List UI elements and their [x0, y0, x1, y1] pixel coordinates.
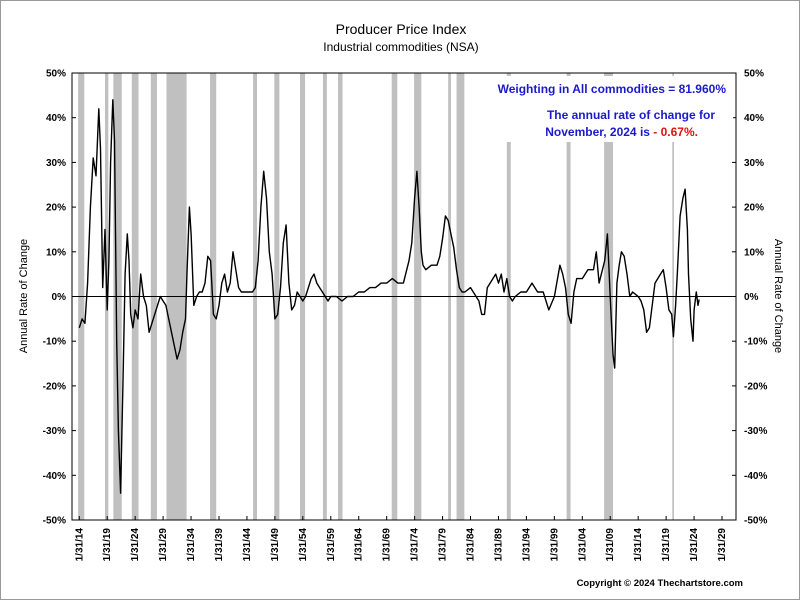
rate-annotation-value: - 0.67%.	[653, 125, 698, 139]
series-line	[78, 99, 700, 494]
y-tick-label-right: 30%	[744, 158, 764, 169]
x-tick-label: 1/31/04	[577, 528, 588, 562]
x-tick-label: 1/31/44	[242, 528, 253, 562]
x-tick-label: 1/31/94	[521, 528, 532, 562]
y-tick-label-right: 40%	[744, 113, 764, 124]
y-tick-label-left: 10%	[46, 247, 66, 258]
y-tick-label-left: -30%	[43, 426, 66, 437]
annotation-background	[469, 76, 733, 142]
x-tick-label: 1/31/99	[549, 528, 560, 562]
annotation-box: Weighting in All commodities = 81.960% T…	[469, 76, 733, 142]
rate-annotation-prefix: November, 2024 is	[545, 125, 653, 139]
x-tick-label: 1/31/24	[689, 528, 700, 562]
x-tick-label: 1/31/24	[130, 528, 141, 562]
x-tick-label: 1/31/64	[354, 528, 365, 562]
rate-annotation-line1: The annual rate of change for	[547, 108, 715, 122]
y-tick-label-right: 20%	[744, 203, 764, 214]
x-tick-label: 1/31/34	[186, 528, 197, 562]
x-axis-ticks: 1/31/14 1/31/19 1/31/24 1/31/29 1/31/34 1/31/…	[74, 516, 728, 561]
x-tick-label: 1/31/54	[298, 528, 309, 562]
x-tick-label: 1/31/74	[410, 528, 421, 562]
y-tick-label-left: -40%	[43, 471, 66, 482]
y-axis-label-left: Annual Rate of Change	[18, 239, 30, 353]
y-tick-label-left: 20%	[46, 203, 66, 214]
y-tick-label-right: -50%	[744, 516, 767, 527]
x-tick-label: 1/31/19	[661, 528, 672, 562]
x-tick-label: 1/31/59	[326, 528, 337, 562]
y-tick-label-left: -20%	[43, 381, 66, 392]
y-tick-label-right: -40%	[744, 471, 767, 482]
y-tick-label-right: -20%	[744, 381, 767, 392]
x-tick-label: 1/31/29	[717, 528, 728, 562]
y-tick-label-right: -10%	[744, 337, 767, 348]
y-tick-label-left: -50%	[43, 516, 66, 527]
y-tick-label-right: 10%	[744, 247, 764, 258]
y-tick-label-left: 30%	[46, 158, 66, 169]
x-tick-label: 1/31/09	[605, 528, 616, 562]
x-tick-label: 1/31/14	[633, 528, 644, 562]
x-tick-label: 1/31/79	[438, 528, 449, 562]
x-tick-label: 1/31/14	[74, 528, 85, 562]
x-tick-label: 1/31/84	[466, 528, 477, 562]
y-tick-label-left: 0%	[52, 292, 67, 303]
rate-annotation-line2: November, 2024 is - 0.67%.	[545, 125, 698, 139]
y-axis-ticks: -50% -50% -40% -40% -30% -30% -20% -20% -10% -10%…	[43, 69, 768, 527]
x-tick-label: 1/31/19	[102, 528, 113, 562]
y-axis-label-right: Annual Rate of Change	[772, 239, 784, 353]
y-tick-label-right: -30%	[744, 426, 767, 437]
y-tick-label-left: 50%	[46, 69, 66, 80]
x-tick-label: 1/31/29	[158, 528, 169, 562]
x-tick-label: 1/31/89	[493, 528, 504, 562]
chart-subtitle: Industrial commodities (NSA)	[323, 40, 479, 54]
chart-title: Producer Price Index	[335, 21, 467, 37]
x-tick-label: 1/31/49	[270, 528, 281, 562]
y-tick-label-left: 40%	[46, 113, 66, 124]
copyright-notice: Copyright © 2024 Thechartstore.com	[576, 578, 743, 589]
x-tick-label: 1/31/39	[214, 528, 225, 562]
y-tick-label-right: 50%	[744, 69, 764, 80]
y-tick-label-right: 0%	[744, 292, 759, 303]
weighting-annotation: Weighting in All commodities = 81.960%	[498, 82, 727, 96]
y-tick-label-left: -10%	[43, 337, 66, 348]
x-tick-label: 1/31/69	[382, 528, 393, 562]
